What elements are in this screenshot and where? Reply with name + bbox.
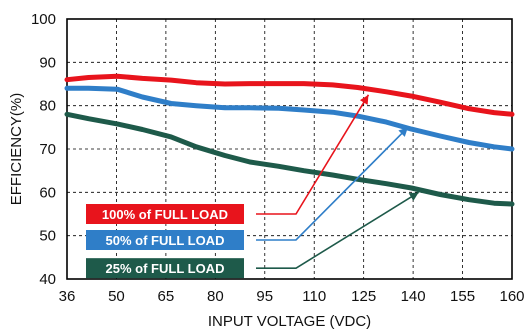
- x-tick-label: 125: [351, 288, 376, 305]
- legend-box: [86, 204, 244, 224]
- series-layer: [64, 73, 515, 207]
- x-tick-label: 36: [59, 288, 76, 305]
- y-tick-label: 70: [39, 141, 56, 158]
- legend-label: 25% of FULL LOAD: [106, 261, 225, 276]
- legend-item-1: 100% of FULL LOAD: [86, 94, 370, 224]
- arrowhead-icon: [359, 94, 369, 105]
- legend-item-3: 25% of FULL LOAD: [86, 191, 420, 279]
- y-axis-ticks: 100 90 80 70 60 50 40: [31, 11, 56, 288]
- legend-leader-line: [256, 126, 409, 241]
- arrowhead-icon: [408, 192, 419, 201]
- legend-label: 50% of FULL LOAD: [106, 233, 225, 248]
- y-axis-label: EFFICIENCY(%): [8, 93, 25, 206]
- y-tick-label: 60: [39, 184, 56, 201]
- y-tick-label: 90: [39, 54, 56, 71]
- x-tick-label: 65: [158, 288, 175, 305]
- legend-callouts: 100% of FULL LOAD 50% of FULL LOAD 25% of …: [86, 94, 420, 279]
- x-tick-label: 50: [108, 288, 125, 305]
- series-line-2: [64, 85, 515, 152]
- x-axis-label: INPUT VOLTAGE (VDC): [208, 313, 371, 329]
- legend-leader-line: [256, 191, 420, 269]
- y-tick-label: 40: [39, 271, 56, 288]
- x-tick-label: 160: [499, 288, 524, 305]
- arrowhead-icon: [398, 127, 408, 137]
- legend-box: [86, 230, 244, 250]
- y-tick-label: 50: [39, 228, 56, 245]
- series-line-1: [64, 73, 515, 117]
- y-tick-label: 100: [31, 11, 56, 28]
- y-tick-label: 80: [39, 98, 56, 115]
- legend-leader-line: [256, 94, 370, 215]
- x-tick-label: 155: [450, 288, 475, 305]
- legend-box: [86, 258, 244, 279]
- legend-label: 100% of FULL LOAD: [102, 207, 228, 222]
- x-tick-label: 140: [401, 288, 426, 305]
- legend-item-2: 50% of FULL LOAD: [86, 126, 409, 250]
- x-axis-ticks: 36 50 65 80 95 110 125 140 155 160: [59, 288, 525, 305]
- x-tick-label: 80: [207, 288, 224, 305]
- x-tick-label: 110: [302, 288, 326, 305]
- series-line-3: [64, 111, 515, 207]
- x-tick-label: 95: [256, 288, 273, 305]
